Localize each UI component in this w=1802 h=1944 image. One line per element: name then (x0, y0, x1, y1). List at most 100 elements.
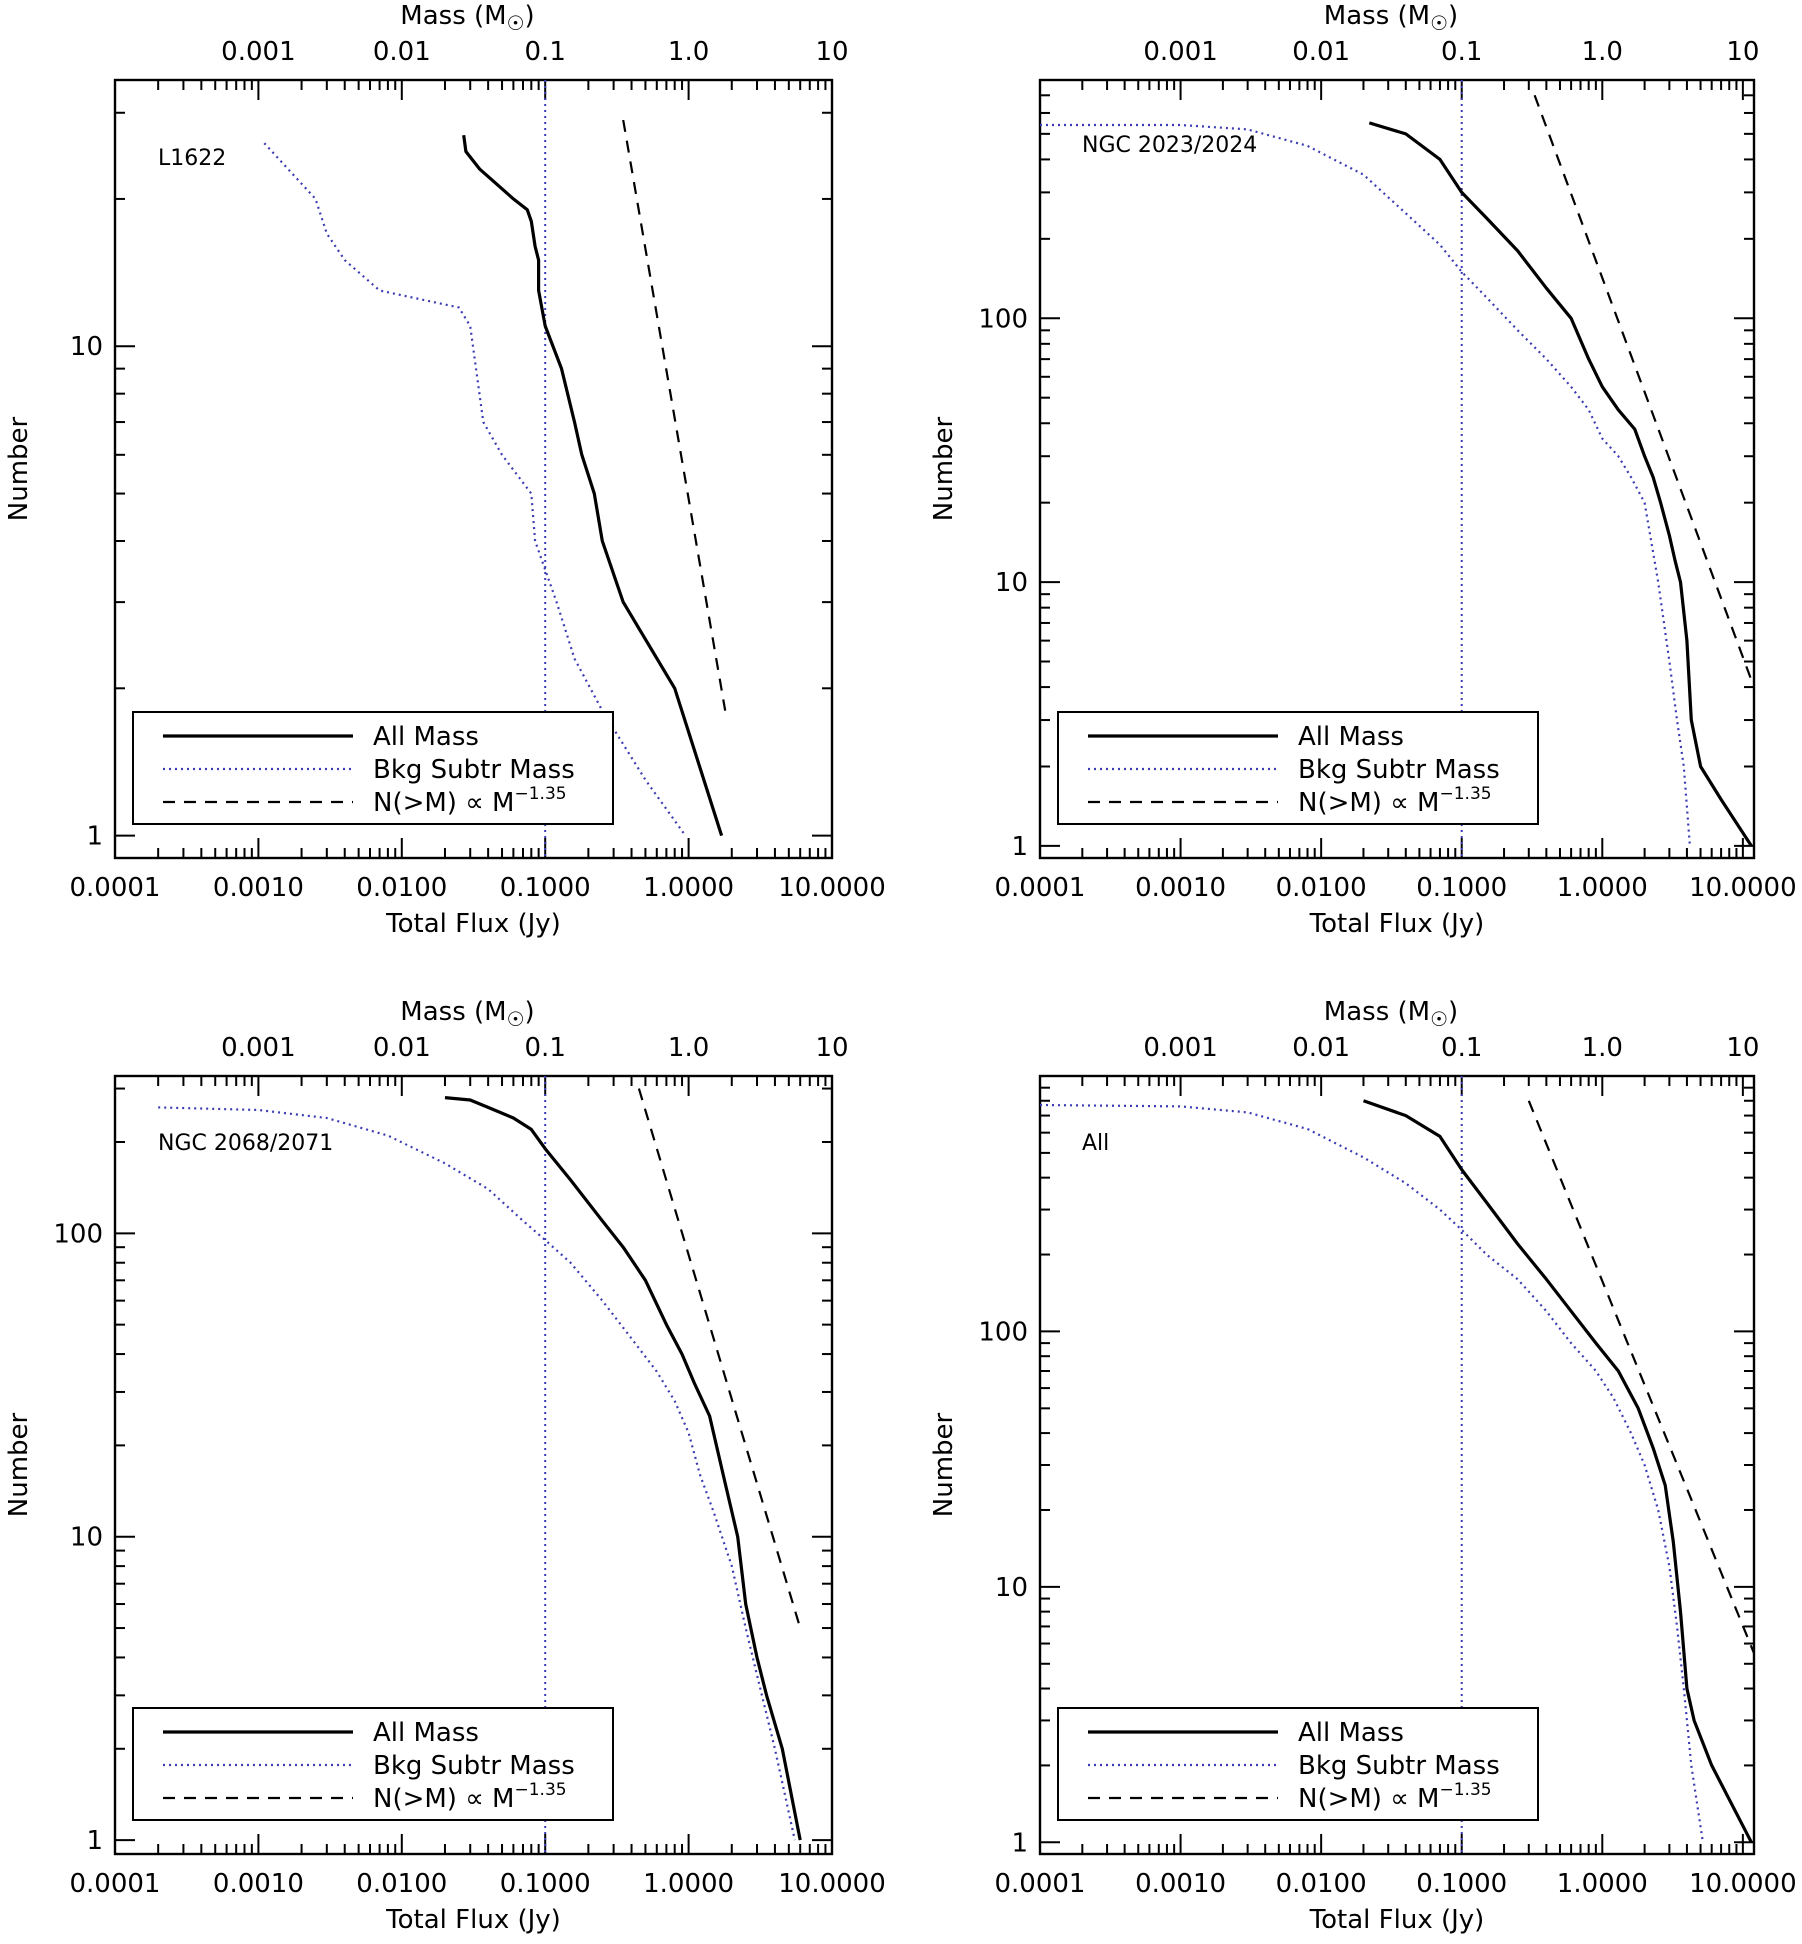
x-tick-label: 0.0001 (70, 873, 161, 903)
x-tick-label: 0.0010 (213, 1869, 304, 1899)
top-axis-title-text: Mass (M (400, 1, 506, 31)
legend-all-mass-label: All Mass (373, 1718, 479, 1748)
x-tick-label: 0.0010 (213, 873, 304, 903)
top-axis-title: Mass (M☉) (1324, 1, 1458, 35)
y-tick-label: 1 (86, 1826, 103, 1856)
y-axis-title: Number (929, 416, 959, 521)
mass-tick-label: 1.0 (1582, 37, 1623, 67)
mass-tick-label: 0.01 (1292, 1033, 1350, 1063)
legend-power-law-label: N(>M) ∝ M−1.35 (373, 1780, 567, 1814)
x-tick-label: 0.1000 (1416, 1869, 1507, 1899)
top-axis-title: Mass (M☉) (400, 1, 534, 35)
series-solid (1368, 121, 1753, 847)
y-tick-label: 100 (53, 1219, 103, 1249)
top-axis-title: Mass (M☉) (1324, 997, 1458, 1031)
x-axis-title: Total Flux (Jy) (1309, 1905, 1485, 1935)
top-axis-title-text: Mass (M (1324, 1, 1430, 31)
legend-power-law-label: N(>M) ∝ M−1.35 (373, 784, 567, 818)
y-axis-title: Number (929, 1412, 959, 1517)
y-tick-label: 10 (995, 568, 1028, 598)
plot-frame (113, 78, 834, 860)
series-dashed (622, 119, 727, 711)
x-tick-label: 0.0010 (1135, 1869, 1226, 1899)
mass-tick-label: 0.001 (1143, 1033, 1217, 1063)
top-axis-title: Mass (M☉) (400, 997, 534, 1031)
series-solid (462, 134, 724, 837)
power-law-text: N(>M) ∝ M (1298, 1784, 1440, 1814)
series-dashed (637, 1088, 802, 1629)
y-axis-title: Number (4, 1412, 34, 1517)
power-law-text: N(>M) ∝ M (373, 788, 515, 818)
x-tick-label: 0.0100 (1276, 1869, 1367, 1899)
series-dotted (1040, 123, 1691, 846)
mass-tick-label: 10 (1726, 1033, 1759, 1063)
mass-tick-label: 10 (815, 1033, 848, 1063)
x-tick-label: 1.0000 (1557, 873, 1648, 903)
top-axis-title-close: ) (1448, 1, 1458, 31)
mass-tick-label: 0.1 (525, 37, 566, 67)
sun-symbol: ☉ (1430, 1007, 1448, 1031)
plot-frame (113, 1074, 834, 1856)
x-tick-label: 10.0000 (778, 873, 886, 903)
chart-panel-3: 0.0001 0.0010 0.0100 0.1000 1.0000 10.0000 1 10… (4, 997, 886, 1935)
legend-power-law-label: N(>M) ∝ M−1.35 (1298, 1780, 1492, 1814)
power-law-exponent: −1.35 (515, 784, 567, 804)
panel-label: L1622 (158, 146, 226, 171)
mass-tick-label: 0.001 (221, 37, 295, 67)
x-tick-label: 0.0001 (70, 1869, 161, 1899)
chart-panel-4: 0.0001 0.0010 0.0100 0.1000 1.0000 10.0000 1 10… (929, 997, 1797, 1935)
mass-tick-label: 1.0 (668, 1033, 709, 1063)
top-axis-title-text: Mass (M (400, 997, 506, 1027)
top-axis-title-text: Mass (M (1324, 997, 1430, 1027)
y-tick-label: 10 (70, 1523, 103, 1553)
legend-bkg-subtr-label: Bkg Subtr Mass (373, 755, 575, 785)
power-law-exponent: −1.35 (1440, 1780, 1492, 1800)
mass-tick-label: 0.01 (1292, 37, 1350, 67)
x-tick-label: 0.1000 (1416, 873, 1507, 903)
mass-tick-label: 10 (1726, 37, 1759, 67)
sun-symbol: ☉ (507, 11, 525, 35)
y-tick-label: 10 (70, 332, 103, 362)
mass-tick-label: 0.1 (1441, 37, 1482, 67)
x-tick-label: 0.1000 (500, 873, 591, 903)
series-dotted (263, 142, 687, 837)
legend-bkg-subtr-label: Bkg Subtr Mass (1298, 1751, 1500, 1781)
sun-symbol: ☉ (507, 1007, 525, 1031)
series-solid (1362, 1099, 1753, 1844)
top-axis-title-close: ) (525, 997, 535, 1027)
series-solid (444, 1096, 802, 1841)
y-tick-label: 1 (86, 822, 103, 852)
mass-tick-label: 0.001 (221, 1033, 295, 1063)
mass-tick-label: 10 (815, 37, 848, 67)
x-tick-label: 0.0100 (1276, 873, 1367, 903)
power-law-text: N(>M) ∝ M (1298, 788, 1440, 818)
x-tick-label: 10.0000 (1689, 1869, 1797, 1899)
y-axis-title: Number (4, 416, 34, 521)
legend-all-mass-label: All Mass (1298, 722, 1404, 752)
x-tick-label: 0.0100 (356, 1869, 447, 1899)
mass-tick-label: 1.0 (668, 37, 709, 67)
series-dashed (1533, 94, 1754, 688)
x-tick-label: 1.0000 (643, 1869, 734, 1899)
plot-frame (1038, 78, 1756, 860)
power-law-exponent: −1.35 (1440, 784, 1492, 804)
x-tick-label: 0.0100 (356, 873, 447, 903)
series-dashed (1527, 1100, 1754, 1654)
series-dotted (1040, 1103, 1704, 1843)
power-law-text: N(>M) ∝ M (373, 1784, 515, 1814)
top-axis-title-close: ) (1448, 997, 1458, 1027)
mass-tick-label: 0.001 (1143, 37, 1217, 67)
y-tick-label: 100 (978, 304, 1028, 334)
y-tick-label: 10 (995, 1573, 1028, 1603)
y-tick-label: 1 (1011, 832, 1028, 862)
panel-label: NGC 2068/2071 (158, 1131, 333, 1156)
panel-label: NGC 2023/2024 (1082, 133, 1257, 158)
y-tick-label: 1 (1011, 1828, 1028, 1858)
mass-tick-label: 0.1 (1441, 1033, 1482, 1063)
x-tick-label: 1.0000 (643, 873, 734, 903)
series-dotted (158, 1106, 796, 1841)
